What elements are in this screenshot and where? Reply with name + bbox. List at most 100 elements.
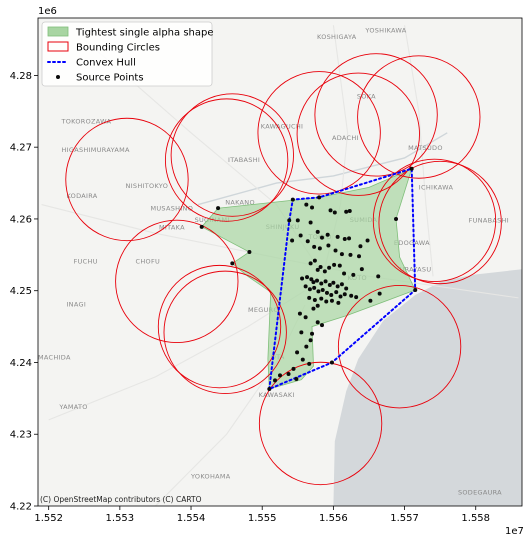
map-place-label: MACHIDA xyxy=(38,354,71,362)
source-point xyxy=(304,202,309,207)
source-point xyxy=(344,209,349,214)
source-point xyxy=(319,323,324,328)
bounding-circle xyxy=(337,285,462,409)
bounding-circle xyxy=(296,72,420,196)
source-point xyxy=(323,279,328,284)
x-tick-label: 1.554 xyxy=(177,513,206,524)
source-point xyxy=(310,205,315,210)
source-point xyxy=(317,195,322,200)
source-point xyxy=(357,254,362,259)
source-point xyxy=(324,299,329,304)
source-point xyxy=(365,238,370,243)
bounding-circle xyxy=(357,55,481,179)
source-point xyxy=(310,331,315,336)
source-point xyxy=(312,285,317,290)
source-point xyxy=(315,267,320,272)
source-point xyxy=(377,291,382,296)
river xyxy=(197,132,448,206)
source-point xyxy=(286,371,291,376)
source-point xyxy=(307,287,312,292)
source-point xyxy=(347,236,352,241)
source-points-layer xyxy=(199,166,418,392)
source-point xyxy=(354,295,359,300)
map-place-label: SOKA xyxy=(357,92,376,100)
source-point xyxy=(305,275,310,280)
source-point xyxy=(349,293,354,298)
source-point xyxy=(311,280,316,285)
source-point xyxy=(290,238,295,243)
source-point xyxy=(298,233,303,238)
alpha-shape xyxy=(201,167,416,390)
source-point xyxy=(327,265,332,270)
source-point xyxy=(307,295,312,300)
map-credit: (C) OpenStreetMap contributors (C) CARTO xyxy=(40,495,202,504)
map-place-label: ICHIKAWA xyxy=(419,184,454,192)
source-point xyxy=(338,294,343,299)
source-point xyxy=(273,378,278,383)
source-point xyxy=(312,244,317,249)
y-tick-label: 4.28 xyxy=(10,71,32,82)
map-place-label: MITAKA xyxy=(159,224,185,232)
x-tick-label: 1.552 xyxy=(34,513,63,524)
source-point xyxy=(339,282,344,287)
bounding-circle xyxy=(157,264,282,389)
map-place-label: MUSASHINO xyxy=(150,204,193,212)
source-point xyxy=(347,209,352,214)
legend-handle-alpha xyxy=(47,26,69,37)
bounding-circle xyxy=(372,158,497,283)
source-point xyxy=(295,350,300,355)
map-place-label: CHOFU xyxy=(136,257,161,265)
source-point xyxy=(342,237,347,242)
source-point xyxy=(308,220,313,225)
source-point xyxy=(329,360,334,365)
x-tick-label: 1.558 xyxy=(461,513,490,524)
x-tick-label: 1.553 xyxy=(106,513,135,524)
bounding-circle xyxy=(163,270,287,394)
map-place-label: NISHITOKYO xyxy=(126,182,169,190)
legend-label: Tightest single alpha shape xyxy=(75,28,214,39)
source-point xyxy=(334,290,339,295)
bounding-circle xyxy=(258,361,383,486)
source-point xyxy=(368,298,373,303)
legend-handle-circles xyxy=(47,41,69,52)
map-place-label: EDOGAWA xyxy=(394,239,430,247)
source-point xyxy=(300,357,305,362)
source-point xyxy=(304,344,309,349)
source-point xyxy=(331,280,336,285)
bounding-circle xyxy=(65,117,189,242)
map-place-label: ITABASHI xyxy=(228,156,260,164)
source-point xyxy=(291,366,296,371)
map-place-label: YOSHIKAWA xyxy=(364,26,406,34)
bounding-circles-layer xyxy=(65,53,502,486)
source-point xyxy=(332,210,337,215)
source-point xyxy=(324,290,329,295)
tokyo-bay xyxy=(333,269,522,506)
legend-label: Convex Hull xyxy=(76,58,136,69)
source-point xyxy=(216,206,221,211)
source-point xyxy=(315,278,320,283)
source-point xyxy=(305,239,310,244)
source-point xyxy=(295,218,300,223)
source-point xyxy=(311,306,316,311)
y-tick-label: 4.26 xyxy=(10,214,32,225)
source-point xyxy=(358,244,363,249)
convex-hull xyxy=(268,167,417,390)
source-point xyxy=(342,271,347,276)
map-place-label: KAWAGUCHI xyxy=(261,123,303,131)
bounding-circle xyxy=(170,93,294,217)
source-point xyxy=(287,218,292,223)
plot-area: TOKOROZAWA HIGASHIMURAYAMA KODAIRA NISHITOK… xyxy=(38,18,522,506)
bounding-circle xyxy=(115,219,239,344)
map-place-label: ADACHI xyxy=(332,134,359,142)
map-place-label: KAWASAKI xyxy=(259,391,295,399)
source-point xyxy=(315,229,320,234)
source-point xyxy=(359,267,364,272)
x-tick-label: 1.555 xyxy=(248,513,277,524)
bounding-circle xyxy=(164,98,289,222)
convex-hull-layer xyxy=(268,167,417,390)
y-axis: 4.22 4.23 4.24 4.25 4.26 4.27 4.28 xyxy=(10,71,38,513)
map-place-label: YAMATO xyxy=(58,403,87,411)
y-tick-label: 4.27 xyxy=(10,143,32,154)
source-point xyxy=(303,315,308,320)
